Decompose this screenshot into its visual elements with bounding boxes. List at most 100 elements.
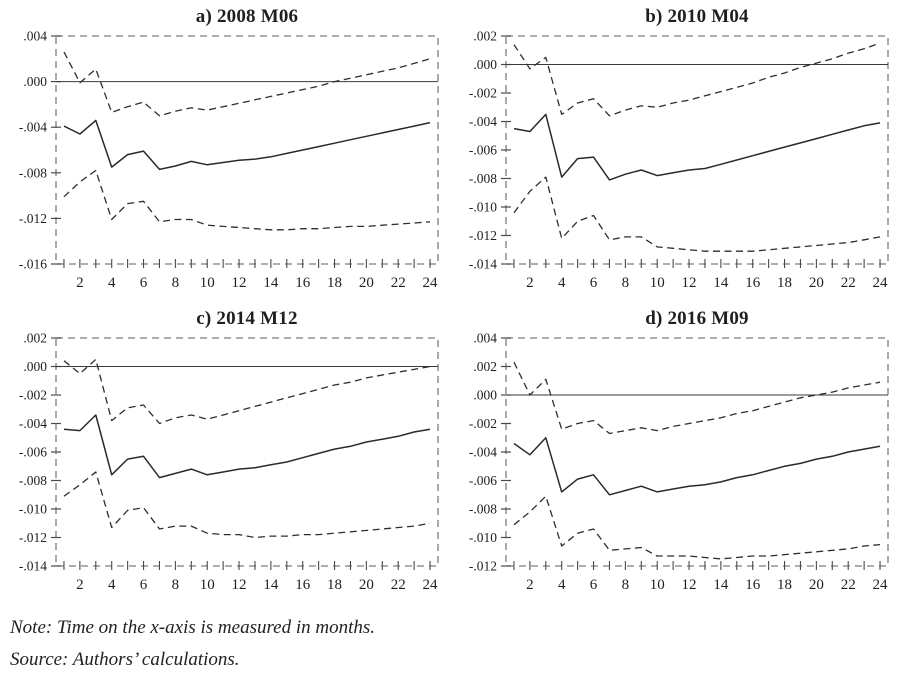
x-tick-label: 18 [327, 577, 342, 593]
x-tick-label: 20 [359, 275, 374, 291]
x-tick-label: 4 [558, 275, 566, 291]
y-tick-label: -.008 [19, 165, 47, 180]
x-tick-label: 6 [590, 577, 598, 593]
y-tick-label: -.014 [469, 257, 497, 272]
upper_band-line [513, 361, 881, 435]
x-axis-ticks: 2 4 6 8 10 12 14 16 18 20 22 24 [513, 561, 889, 593]
x-tick-label: 20 [809, 577, 824, 593]
x-tick-label: 16 [295, 577, 311, 593]
panel-a-2008-m06: a) 2008 M06 .004 .000 -.004 -.008 -.012 -.016… [4, 4, 446, 296]
y-tick-label: -.008 [469, 171, 497, 186]
x-tick-label: 24 [873, 577, 889, 593]
x-tick-label: 14 [713, 275, 729, 291]
x-tick-label: 22 [391, 275, 406, 291]
x-tick-label: 10 [650, 275, 665, 291]
chart-canvas: .004 .002 .000 -.002 -.004 -.006 -.008 -.010 -.0… [454, 330, 896, 598]
x-tick-label: 14 [263, 275, 279, 291]
lower_band-line [513, 495, 881, 560]
panel-c-2014-m12: c) 2014 M12 .002 .000 -.002 -.004 -.006 -.008… [4, 306, 446, 598]
x-tick-label: 12 [232, 577, 247, 593]
y-axis-ticks: .004 .002 .000 -.002 -.004 -.006 -.008 -.010 -.0… [469, 331, 511, 574]
plot-frame [55, 35, 439, 265]
y-tick-label: -.012 [469, 228, 497, 243]
figure-source: Source: Authors’ calculations. [10, 648, 240, 670]
y-tick-label: -.004 [19, 416, 47, 431]
y-tick-label: -.016 [19, 257, 47, 272]
y-tick-label: .002 [473, 29, 497, 44]
x-tick-label: 12 [232, 275, 247, 291]
y-tick-label: .000 [473, 388, 497, 403]
y-tick-label: -.012 [19, 211, 47, 226]
x-tick-label: 8 [172, 275, 180, 291]
response-line [513, 437, 881, 496]
y-tick-label: -.002 [469, 86, 497, 101]
panel-b-2010-m04: b) 2010 M04 .002 .000 -.002 -.004 -.006 -.008… [454, 4, 896, 296]
plot-frame [55, 337, 439, 567]
x-tick-label: 2 [76, 577, 84, 593]
x-tick-label: 16 [745, 275, 761, 291]
response-line [63, 414, 431, 479]
y-tick-label: -.004 [469, 114, 497, 129]
y-tick-label: .000 [473, 57, 497, 72]
panel-title: a) 2008 M06 [195, 6, 299, 27]
figure-footer: Note: Time on the x-axis is measured in … [10, 612, 900, 676]
x-tick-label: 18 [777, 275, 792, 291]
x-tick-label: 10 [200, 275, 215, 291]
chart-canvas: .002 .000 -.002 -.004 -.006 -.008 -.010 -.012 -.… [454, 28, 896, 296]
chart-canvas: .004.000 -.004 -.008 -.012 -.016 2 4 6 8 10 12 14 16… [4, 28, 446, 296]
y-tick-label: .002 [473, 359, 497, 374]
x-tick-label: 4 [108, 275, 116, 291]
x-tick-label: 20 [359, 577, 374, 593]
x-tick-label: 4 [558, 577, 566, 593]
y-tick-label: -.012 [469, 559, 497, 574]
panel-grid: a) 2008 M06 .004 .000 -.004 -.008 -.012 -.016… [4, 4, 900, 598]
plot-frame [505, 337, 889, 567]
y-tick-label: -.006 [469, 143, 497, 158]
panel-title: d) 2016 M09 [645, 308, 749, 329]
x-tick-label: 22 [841, 577, 856, 593]
y-tick-label: -.002 [19, 388, 47, 403]
x-tick-label: 2 [526, 275, 534, 291]
upper_band-line [513, 42, 881, 117]
y-axis-ticks: .002 .000 -.002 -.004 -.006 -.008 -.010 -.012 -.… [469, 29, 511, 272]
panel-d-2016-m09: d) 2016 M09 .004 .002 .000 -.002 -.004 -.006 -… [454, 306, 896, 598]
x-axis-ticks: 2 4 6 8 10 12 14 16 18 20 22 24 [513, 259, 889, 291]
x-axis-ticks: 2 4 6 8 10 12 14 16 18 20 22 24 [63, 259, 438, 291]
y-tick-label: -.010 [19, 502, 47, 517]
y-tick-label: -.006 [19, 445, 47, 460]
x-tick-label: 14 [713, 577, 729, 593]
panel-title: c) 2014 M12 [196, 308, 298, 329]
y-tick-label: -.002 [469, 416, 497, 431]
y-tick-label: -.014 [19, 559, 47, 574]
y-tick-label: -.012 [19, 530, 47, 545]
chart-canvas: .002 .000 -.002 -.004 -.006 -.008 -.010 -.012 -.… [4, 330, 446, 598]
y-tick-label: -.008 [19, 473, 47, 488]
x-tick-label: 24 [423, 577, 439, 593]
chart-svg: .002 .000 -.002 -.004 -.006 -.008 -.010 -.012 -.… [469, 29, 889, 291]
x-tick-label: 4 [108, 577, 116, 593]
x-tick-label: 10 [650, 577, 665, 593]
plot-frame [505, 35, 889, 265]
x-tick-label: 8 [172, 577, 180, 593]
y-axis-ticks: .002 .000 -.002 -.004 -.006 -.008 -.010 -.012 -.… [19, 331, 61, 574]
y-tick-label: .004 [23, 29, 47, 44]
y-tick-label: -.004 [19, 120, 47, 135]
x-tick-label: 8 [622, 577, 630, 593]
lower_band-line [63, 471, 431, 539]
upper_band-line [63, 358, 431, 425]
chart-svg: .004 .002 .000 -.002 -.004 -.006 -.008 -.010 -.0… [469, 331, 889, 593]
y-tick-label: .004 [473, 331, 497, 346]
x-tick-label: 2 [526, 577, 534, 593]
x-tick-label: 18 [327, 275, 342, 291]
response-line [63, 119, 431, 171]
x-tick-label: 16 [745, 577, 761, 593]
x-tick-label: 20 [809, 275, 824, 291]
panel-title: b) 2010 M04 [645, 6, 749, 27]
chart-svg: .002 .000 -.002 -.004 -.006 -.008 -.010 -.012 -.… [19, 331, 439, 593]
x-tick-label: 22 [841, 275, 856, 291]
x-tick-label: 6 [140, 577, 148, 593]
x-tick-label: 24 [873, 275, 889, 291]
y-tick-label: -.004 [469, 445, 497, 460]
y-tick-label: -.008 [469, 502, 497, 517]
